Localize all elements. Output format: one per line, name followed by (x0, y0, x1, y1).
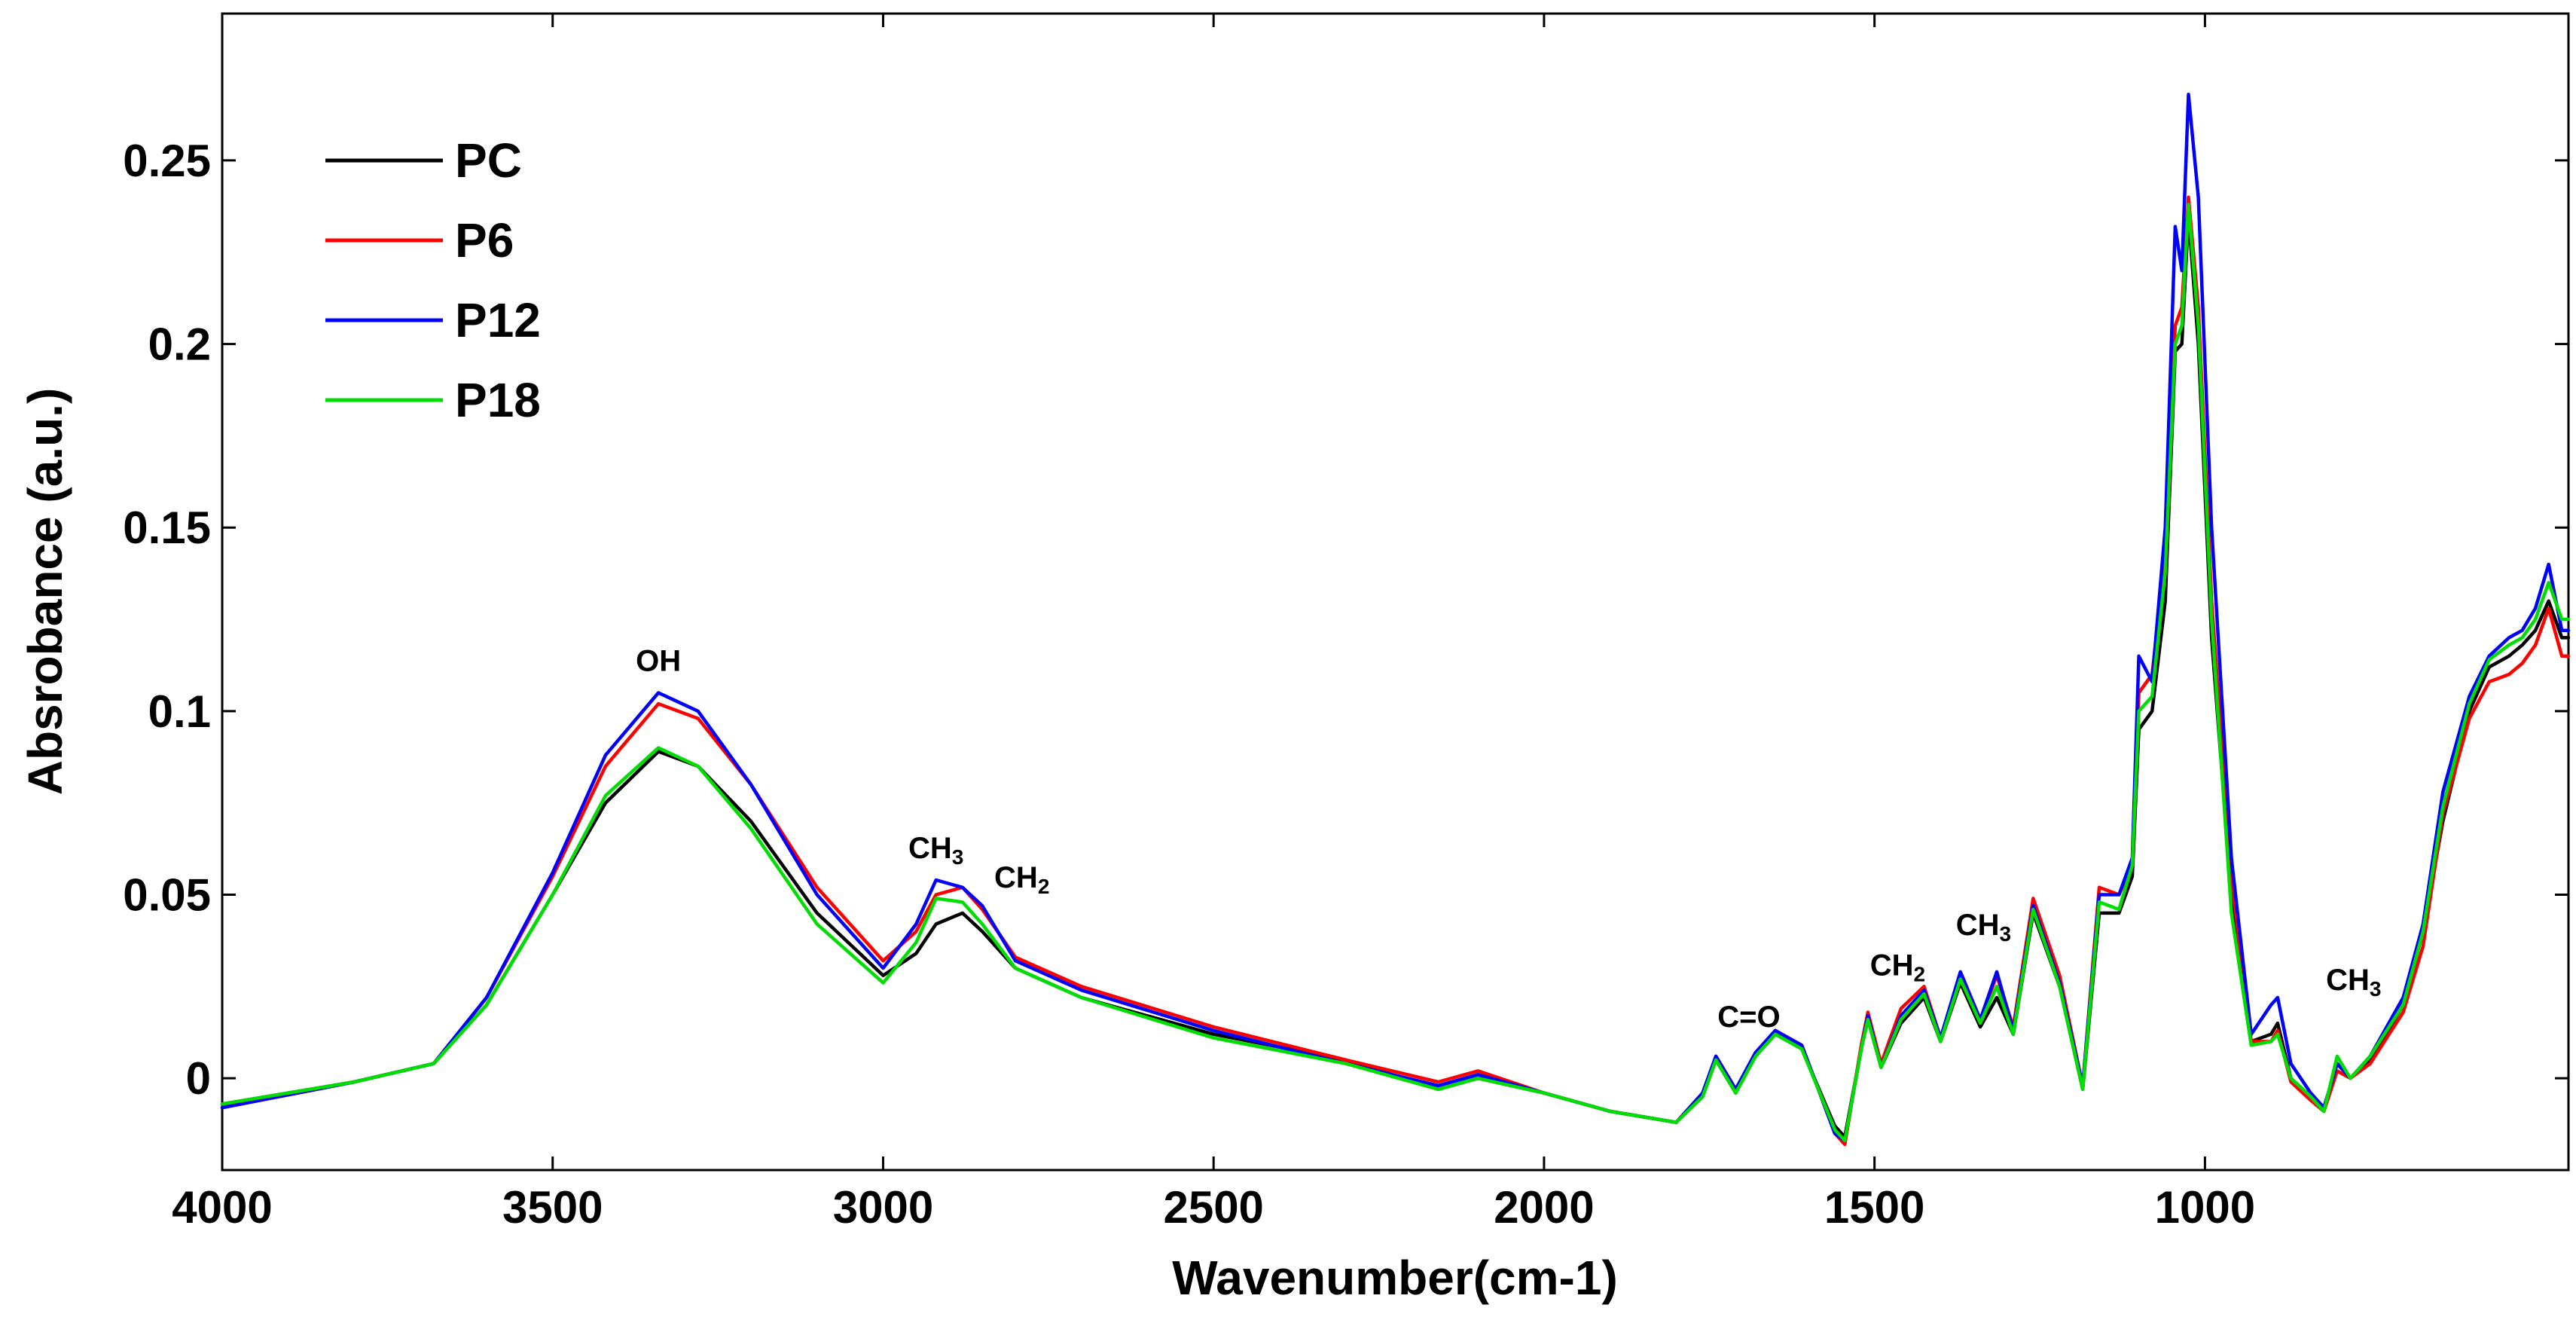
plot-area (221, 12, 2570, 1172)
y-axis-title: Absrobance (a.u.) (18, 388, 72, 796)
x-tick-label: 1500 (1824, 1182, 1924, 1233)
y-tick-label: 0 (186, 1053, 211, 1104)
peak-label: C=O (1717, 1001, 1780, 1034)
legend-label-p12: P12 (455, 293, 541, 347)
peak-label: CH2 (994, 861, 1049, 898)
x-tick-label: 3500 (502, 1182, 603, 1233)
x-axis-title: Wavenumber(cm-1) (1172, 1251, 1618, 1305)
x-tick-label: 1000 (2155, 1182, 2255, 1233)
y-tick-label: 0.25 (123, 136, 211, 186)
y-axis-ticks: 0 0.05 0.1 0.15 0.2 0.25 (123, 136, 2568, 1104)
x-tick-label: 3000 (833, 1182, 933, 1233)
x-tick-label: 4000 (172, 1182, 272, 1233)
spectra-lines (220, 92, 2571, 1147)
x-tick-label: 2500 (1163, 1182, 1263, 1233)
y-tick-label: 0.1 (148, 686, 211, 737)
x-axis-ticks: 4000 3500 3000 2500 2000 1500 1000 (172, 14, 2255, 1233)
legend: PC P6 P12 P18 (325, 133, 541, 427)
y-tick-label: 0.2 (148, 319, 211, 370)
peak-label: CH2 (1870, 949, 1925, 986)
y-tick-label: 0.05 (123, 870, 211, 921)
peak-label: CH3 (908, 832, 963, 869)
y-tick-label: 0.15 (123, 503, 211, 553)
x-tick-label: 2000 (1494, 1182, 1594, 1233)
legend-label-p18: P18 (455, 373, 541, 427)
series-line-p18 (220, 203, 2571, 1143)
legend-label-p6: P6 (455, 213, 514, 267)
peak-label: CH3 (1956, 909, 2011, 946)
legend-label-pc: PC (455, 133, 522, 188)
peak-annotations: OH CH3 CH2 C=O CH2 CH3 CH3 (636, 644, 2381, 1034)
series-line-p12 (220, 92, 2571, 1143)
peak-label: OH (636, 644, 681, 677)
peak-label: CH3 (2326, 964, 2381, 1001)
